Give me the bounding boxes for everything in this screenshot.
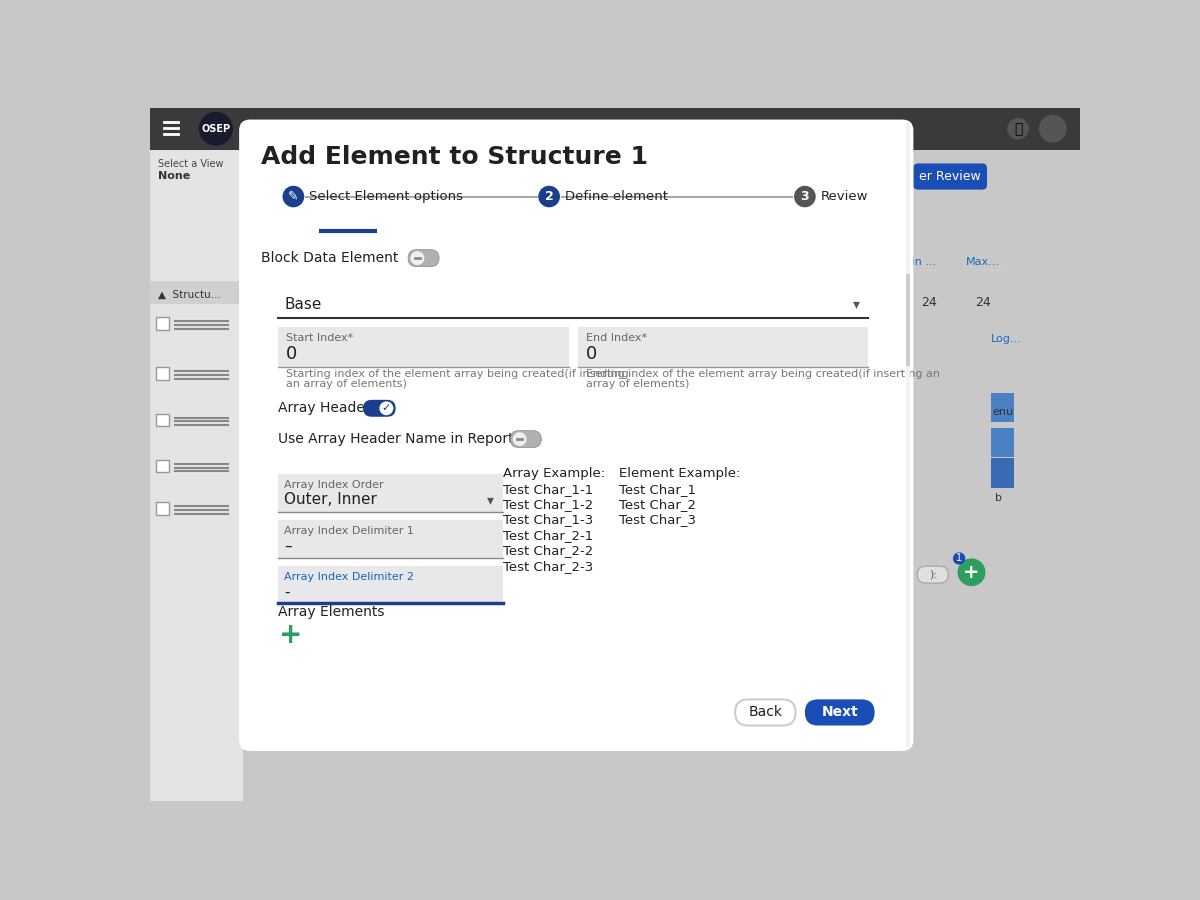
Text: –: – xyxy=(284,538,292,554)
Text: +: + xyxy=(964,562,979,581)
FancyBboxPatch shape xyxy=(408,249,439,266)
FancyBboxPatch shape xyxy=(805,699,875,725)
Bar xyxy=(156,367,168,380)
Text: Test Char_2-2: Test Char_2-2 xyxy=(503,544,593,557)
FancyBboxPatch shape xyxy=(364,400,396,417)
Text: Back: Back xyxy=(749,706,782,719)
Text: b: b xyxy=(995,493,1002,503)
Text: Base: Base xyxy=(284,297,322,312)
Text: Log...: Log... xyxy=(991,334,1021,344)
Text: Test Char_2-1: Test Char_2-1 xyxy=(503,529,593,542)
Text: Array Index Delimiter 1: Array Index Delimiter 1 xyxy=(284,526,414,536)
Text: +: + xyxy=(280,621,302,650)
Circle shape xyxy=(794,185,816,207)
Text: Array Example:: Array Example: xyxy=(503,467,605,481)
Text: Element Example:: Element Example: xyxy=(619,467,740,481)
Circle shape xyxy=(1039,115,1067,143)
Text: ▲  Structu...: ▲ Structu... xyxy=(157,290,221,300)
Bar xyxy=(278,520,503,558)
Circle shape xyxy=(410,251,425,266)
Bar xyxy=(278,473,503,512)
Text: 24: 24 xyxy=(976,296,991,310)
Text: 24: 24 xyxy=(922,296,937,310)
Text: 🔍: 🔍 xyxy=(1014,122,1022,136)
Text: Select Element options: Select Element options xyxy=(308,190,463,203)
Text: Array Elements: Array Elements xyxy=(278,606,384,619)
Bar xyxy=(156,502,168,515)
Text: Ending index of the element array being created(if inserting an: Ending index of the element array being … xyxy=(586,369,940,379)
Text: -: - xyxy=(284,585,289,599)
Bar xyxy=(578,328,869,367)
Text: End Index*: End Index* xyxy=(586,333,647,343)
Text: Select a View: Select a View xyxy=(157,159,223,169)
Circle shape xyxy=(539,185,560,207)
Bar xyxy=(278,291,869,319)
Text: Block Data Element: Block Data Element xyxy=(260,251,398,266)
Circle shape xyxy=(199,112,233,146)
Text: Use Array Header Name in Reports: Use Array Header Name in Reports xyxy=(278,432,521,446)
Text: Test Char_1: Test Char_1 xyxy=(619,482,696,496)
Circle shape xyxy=(379,401,394,415)
Circle shape xyxy=(958,558,985,586)
Text: array of elements): array of elements) xyxy=(586,380,689,390)
Text: Test Char_1-2: Test Char_1-2 xyxy=(503,498,593,511)
Text: Review: Review xyxy=(821,190,868,203)
Text: 0: 0 xyxy=(586,345,596,363)
FancyBboxPatch shape xyxy=(913,164,986,190)
Text: 3: 3 xyxy=(800,190,809,203)
Bar xyxy=(156,414,168,426)
Bar xyxy=(278,328,569,367)
Text: 1: 1 xyxy=(956,554,962,563)
Text: Array Index Delimiter 2: Array Index Delimiter 2 xyxy=(284,572,414,582)
Text: Max...: Max... xyxy=(966,257,1000,267)
Text: Next: Next xyxy=(821,706,858,719)
Bar xyxy=(150,150,242,801)
Text: Outer, Inner: Outer, Inner xyxy=(284,492,377,508)
Text: Test Char_1-1: Test Char_1-1 xyxy=(503,482,593,496)
Text: Array Header: Array Header xyxy=(278,401,371,415)
Bar xyxy=(991,458,1014,488)
Bar xyxy=(278,566,503,605)
Bar xyxy=(150,281,242,304)
Circle shape xyxy=(953,553,965,564)
FancyBboxPatch shape xyxy=(239,120,913,751)
FancyBboxPatch shape xyxy=(510,430,541,447)
Bar xyxy=(991,393,1014,422)
Text: 2: 2 xyxy=(545,190,553,203)
Circle shape xyxy=(282,185,305,207)
Text: Test Char_2-3: Test Char_2-3 xyxy=(503,560,593,572)
Text: Add Element to Structure 1: Add Element to Structure 1 xyxy=(260,145,648,168)
Bar xyxy=(156,318,168,329)
Text: Define element: Define element xyxy=(565,190,667,203)
Bar xyxy=(156,460,168,473)
Text: Test Char_2: Test Char_2 xyxy=(619,498,696,511)
Text: Starting index of the element array being created(if inserting: Starting index of the element array bein… xyxy=(286,369,629,379)
Text: OSEP: OSEP xyxy=(202,124,230,134)
Text: Test Char_3: Test Char_3 xyxy=(619,513,696,526)
Text: ▾: ▾ xyxy=(487,493,493,507)
Text: ✎: ✎ xyxy=(288,190,299,203)
Text: None: None xyxy=(157,171,190,181)
Circle shape xyxy=(1007,118,1028,140)
Text: er Review: er Review xyxy=(919,170,980,183)
Text: 0: 0 xyxy=(286,345,296,363)
Text: enu: enu xyxy=(992,407,1014,418)
Text: ▾: ▾ xyxy=(852,297,859,311)
Text: ✓: ✓ xyxy=(382,403,391,413)
Text: Start Index*: Start Index* xyxy=(286,333,353,343)
FancyBboxPatch shape xyxy=(736,699,796,725)
Text: ):: ): xyxy=(929,570,937,580)
Circle shape xyxy=(512,432,527,446)
Text: Test Char_1-3: Test Char_1-3 xyxy=(503,513,593,526)
Bar xyxy=(906,274,911,366)
Bar xyxy=(150,108,1080,150)
Text: Min ...: Min ... xyxy=(902,257,937,267)
Text: an array of elements): an array of elements) xyxy=(286,380,407,390)
Text: Array Index Order: Array Index Order xyxy=(284,480,384,490)
Bar xyxy=(991,428,1014,457)
FancyBboxPatch shape xyxy=(917,566,948,583)
Bar xyxy=(906,123,911,747)
